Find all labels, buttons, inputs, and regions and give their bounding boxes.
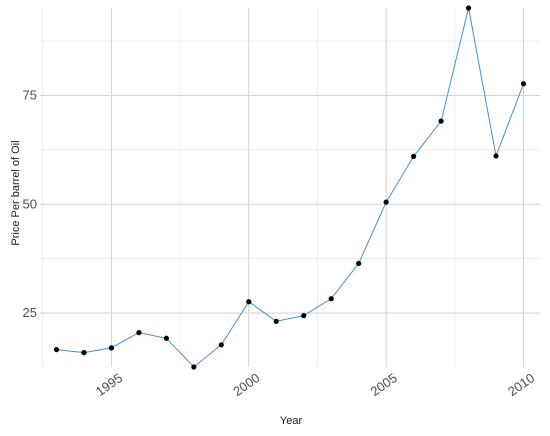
x-tick-labels: 1995 2000 2005 2010 bbox=[93, 370, 537, 399]
series-line bbox=[56, 7, 524, 368]
data-point bbox=[520, 81, 527, 87]
data-point bbox=[356, 260, 362, 267]
data-point bbox=[218, 342, 224, 348]
data-point bbox=[465, 5, 472, 11]
data-point bbox=[81, 350, 87, 356]
major-grid bbox=[40, 8, 540, 367]
data-point bbox=[301, 313, 307, 319]
data-point bbox=[108, 345, 115, 351]
y-tick-labels: 25 50 75 bbox=[23, 87, 37, 320]
x-axis-title: Year bbox=[280, 415, 303, 427]
x-tick-label: 1995 bbox=[93, 370, 125, 399]
x-tick-label: 2010 bbox=[505, 370, 537, 399]
y-tick-label: 50 bbox=[23, 196, 37, 211]
data-point bbox=[191, 364, 197, 370]
data-point bbox=[246, 299, 252, 305]
y-tick-label: 25 bbox=[23, 305, 37, 320]
series-layer bbox=[53, 5, 527, 370]
data-point bbox=[163, 335, 169, 341]
data-point bbox=[438, 118, 444, 124]
y-tick-label: 75 bbox=[23, 87, 37, 102]
x-tick-label: 2005 bbox=[368, 370, 400, 399]
data-point bbox=[273, 318, 279, 324]
data-point bbox=[493, 153, 499, 159]
data-point bbox=[328, 296, 334, 302]
y-axis-title: Price Per barrel of Oil bbox=[10, 140, 22, 245]
x-tick-label: 2000 bbox=[230, 370, 262, 399]
data-point bbox=[53, 346, 60, 353]
data-point bbox=[136, 330, 142, 336]
data-point bbox=[411, 153, 417, 159]
data-point bbox=[383, 199, 389, 205]
minor-grid bbox=[40, 8, 540, 367]
